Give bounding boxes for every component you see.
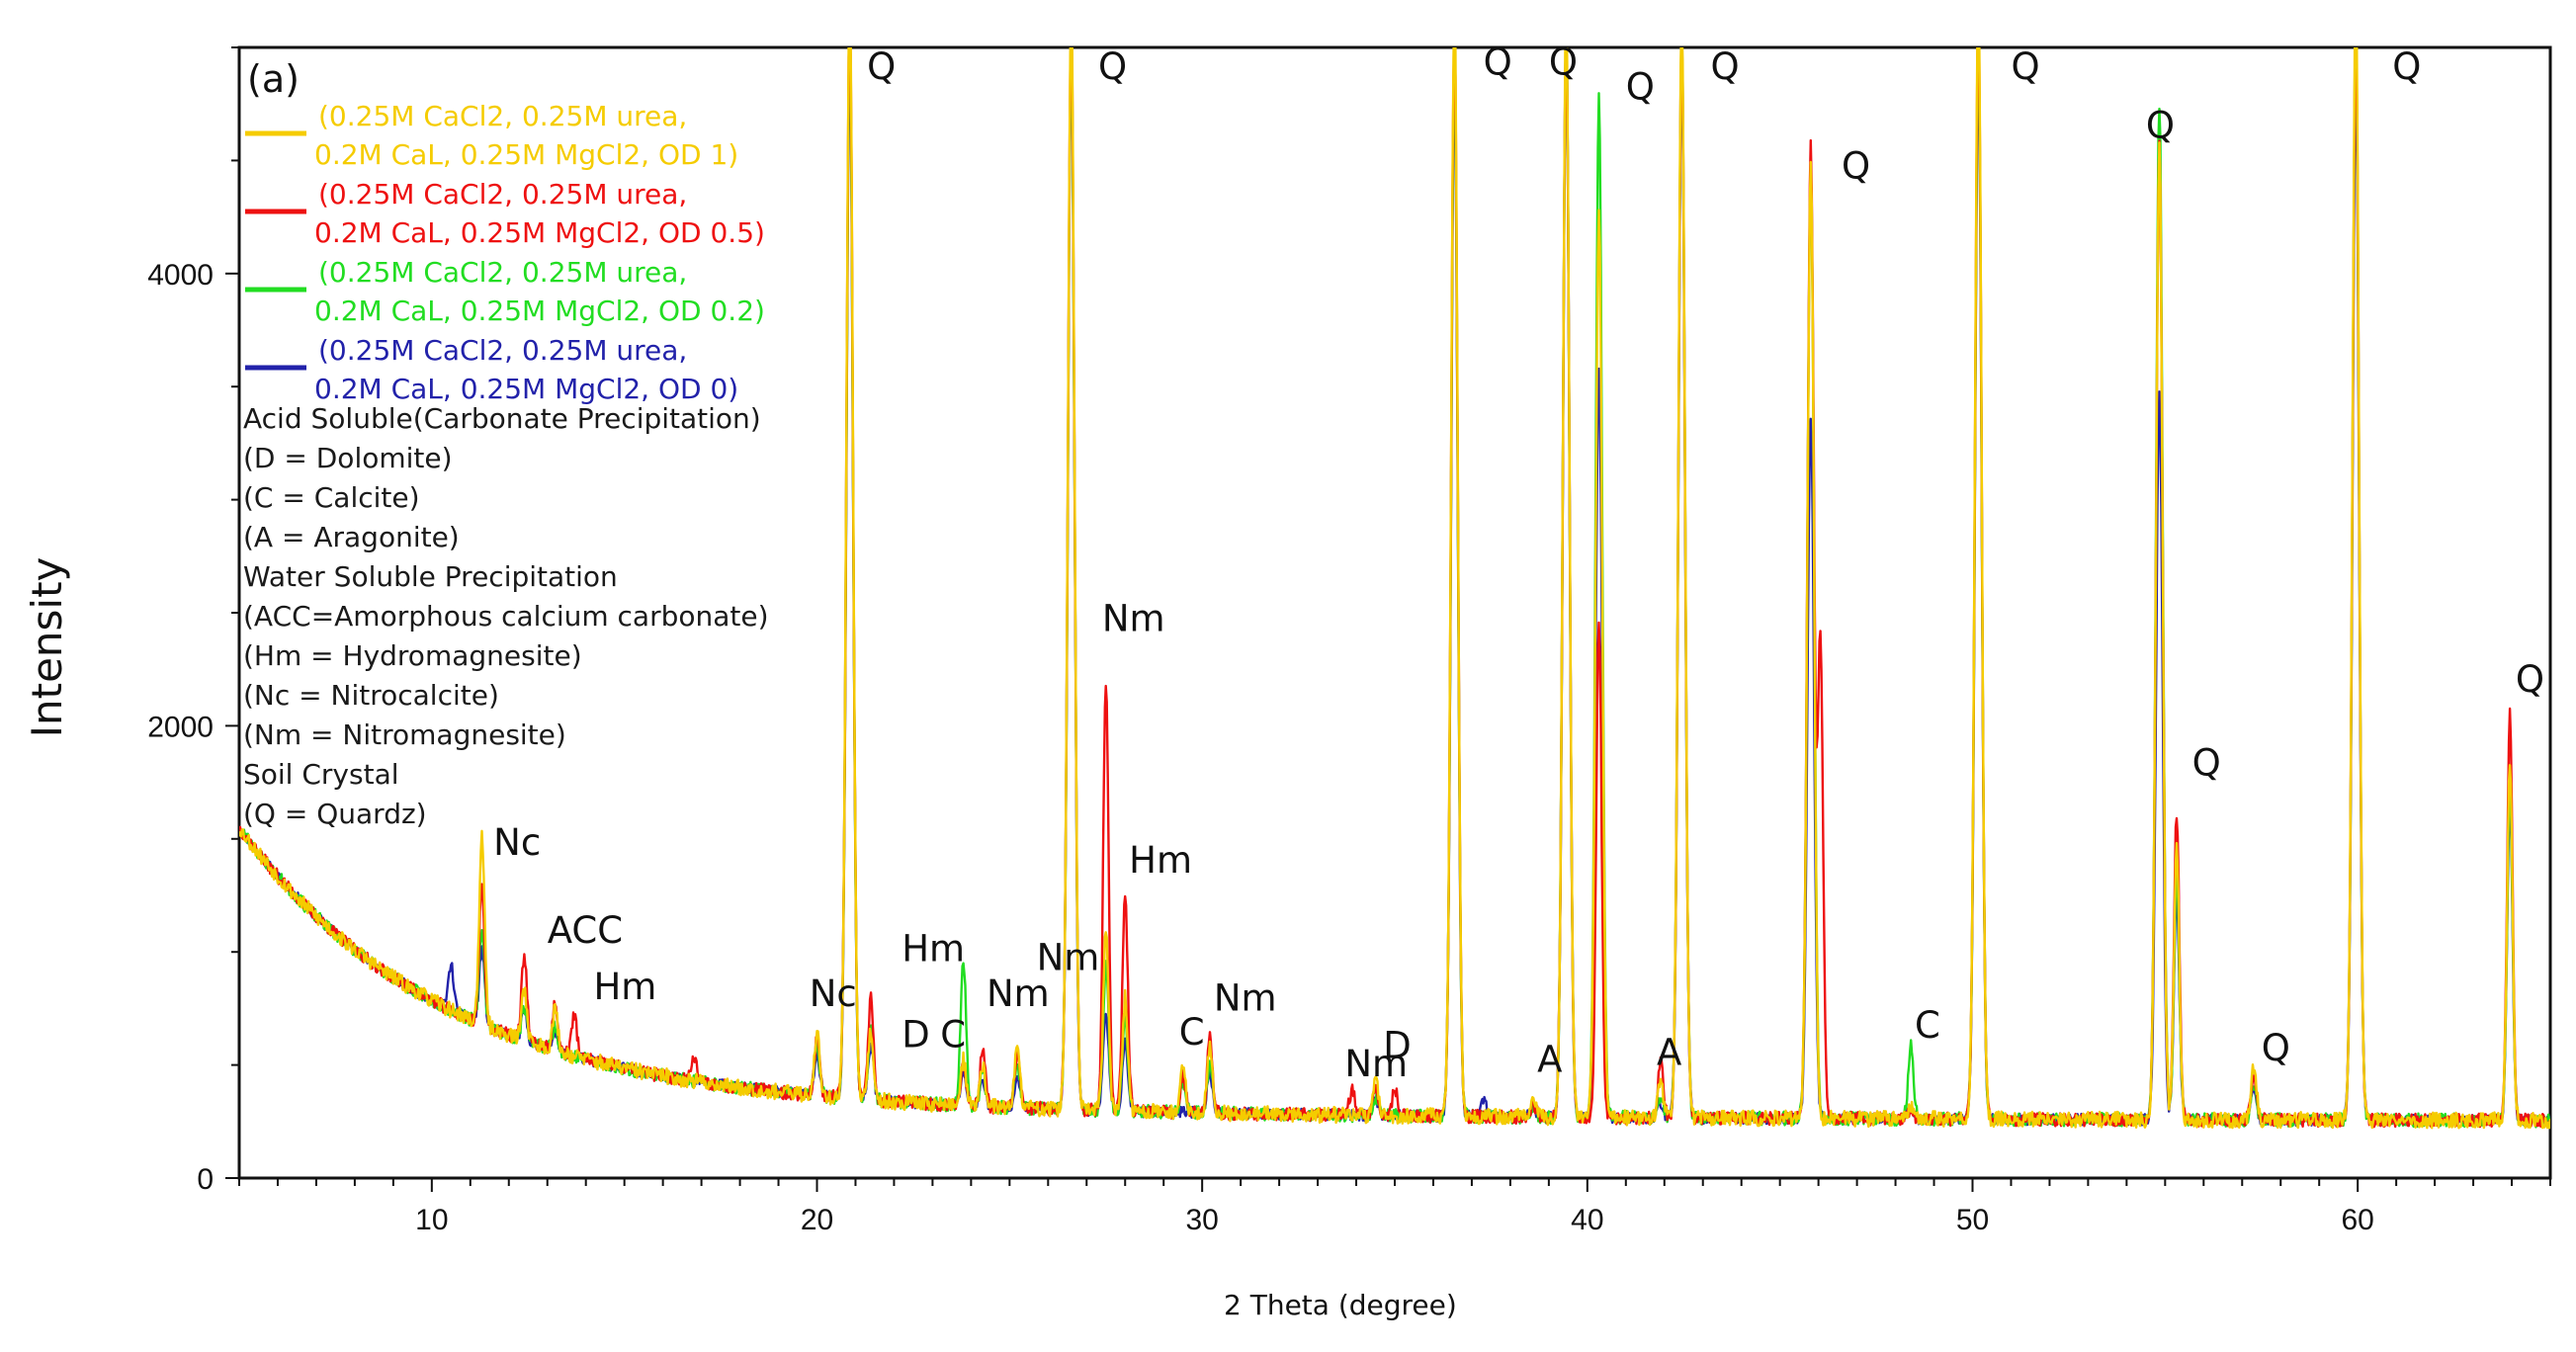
legend-key-line: (Nc = Nitrocalcite) bbox=[243, 679, 499, 712]
legend-entry-3: 0.2M CaL, 0.25M MgCl2, OD 1) bbox=[314, 138, 738, 171]
y-tick-label: 4000 bbox=[147, 259, 214, 292]
peak-label-q: Q bbox=[1484, 41, 1512, 83]
legend-key-line: (Q = Quardz) bbox=[243, 798, 427, 830]
y-axis-label: Intensity bbox=[23, 557, 71, 738]
peak-label-nm: Nm bbox=[1214, 977, 1277, 1020]
x-tick-label: 20 bbox=[801, 1204, 833, 1236]
peak-label-a: A bbox=[1657, 1032, 1681, 1074]
series-line-3 bbox=[239, 47, 2550, 1130]
legend-entry-1: (0.25M CaCl2, 0.25M urea, bbox=[318, 256, 687, 289]
peak-label-nm: Nm bbox=[1102, 597, 1165, 639]
legend-key-line: (C = Calcite) bbox=[243, 481, 420, 514]
legend-key-line: Acid Soluble(Carbonate Precipitation) bbox=[243, 402, 761, 435]
y-tick-label: 2000 bbox=[147, 711, 214, 743]
peak-label-a: A bbox=[1537, 1038, 1562, 1080]
legend-key-line: Water Soluble Precipitation bbox=[243, 560, 618, 593]
peak-label-q: Q bbox=[1711, 45, 1740, 88]
peak-label-acc: ACC bbox=[548, 909, 623, 952]
peak-label-q: Q bbox=[2011, 45, 2039, 88]
peak-label-q: Q bbox=[1549, 41, 1578, 83]
peak-label-nm: Nm bbox=[1344, 1043, 1408, 1085]
peak-label-hm: Hm bbox=[1129, 839, 1192, 882]
legend-entry-1: 0.2M CaL, 0.25M MgCl2, OD 0.2) bbox=[314, 295, 765, 327]
legend-key-line: Soil Crystal bbox=[243, 758, 399, 791]
x-tick-label: 50 bbox=[1956, 1204, 1989, 1236]
y-tick-label: 0 bbox=[197, 1163, 214, 1196]
peak-label-nm: Nm bbox=[1037, 937, 1100, 979]
series-group bbox=[239, 47, 2550, 1130]
peak-label-c: C bbox=[940, 1013, 966, 1056]
peak-label-d: D bbox=[1383, 1025, 1412, 1067]
peak-label-q: Q bbox=[2262, 1027, 2290, 1069]
peak-label-hm: Hm bbox=[593, 966, 656, 1008]
legend-entry-2: 0.2M CaL, 0.25M MgCl2, OD 0.5) bbox=[314, 216, 765, 249]
peak-label-c: C bbox=[1179, 1011, 1205, 1054]
legend-entry-3: (0.25M CaCl2, 0.25M urea, bbox=[318, 100, 687, 132]
peak-label-q: Q bbox=[2392, 45, 2421, 88]
legend-entry-0: (0.25M CaCl2, 0.25M urea, bbox=[318, 334, 687, 367]
panel-label: (a) bbox=[247, 57, 300, 101]
legend-key-line: (ACC=Amorphous calcium carbonate) bbox=[243, 600, 769, 633]
peak-label-q: Q bbox=[2516, 658, 2544, 701]
legend-key-line: (Nm = Nitromagnesite) bbox=[243, 718, 566, 751]
peak-label-nc: Nc bbox=[493, 821, 541, 864]
x-tick-label: 10 bbox=[415, 1204, 448, 1236]
legend-key-line: (Hm = Hydromagnesite) bbox=[243, 639, 582, 672]
peak-label-nc: Nc bbox=[810, 972, 857, 1015]
peak-label-q: Q bbox=[867, 45, 896, 88]
peak-label-q: Q bbox=[2192, 742, 2221, 785]
x-tick-label: 60 bbox=[2341, 1204, 2373, 1236]
legend-key-line: (D = Dolomite) bbox=[243, 442, 453, 474]
peak-label-q: Q bbox=[1842, 145, 1870, 188]
peak-label-nm: Nm bbox=[987, 972, 1050, 1015]
peak-label-d: D bbox=[902, 1013, 930, 1056]
peak-label-q: Q bbox=[2146, 105, 2175, 147]
legend-key-line: (A = Aragonite) bbox=[243, 521, 460, 553]
peak-label-q: Q bbox=[1626, 66, 1655, 109]
peak-label-c: C bbox=[1915, 1004, 1940, 1047]
x-tick-label: 30 bbox=[1185, 1204, 1218, 1236]
legend-entry-0: 0.2M CaL, 0.25M MgCl2, OD 0) bbox=[314, 373, 738, 405]
legend-entry-2: (0.25M CaCl2, 0.25M urea, bbox=[318, 178, 687, 211]
peak-label-hm: Hm bbox=[902, 927, 965, 970]
peak-label-q: Q bbox=[1098, 45, 1127, 88]
x-tick-label: 40 bbox=[1571, 1204, 1603, 1236]
x-axis-label: 2 Theta (degree) bbox=[1224, 1289, 1457, 1321]
